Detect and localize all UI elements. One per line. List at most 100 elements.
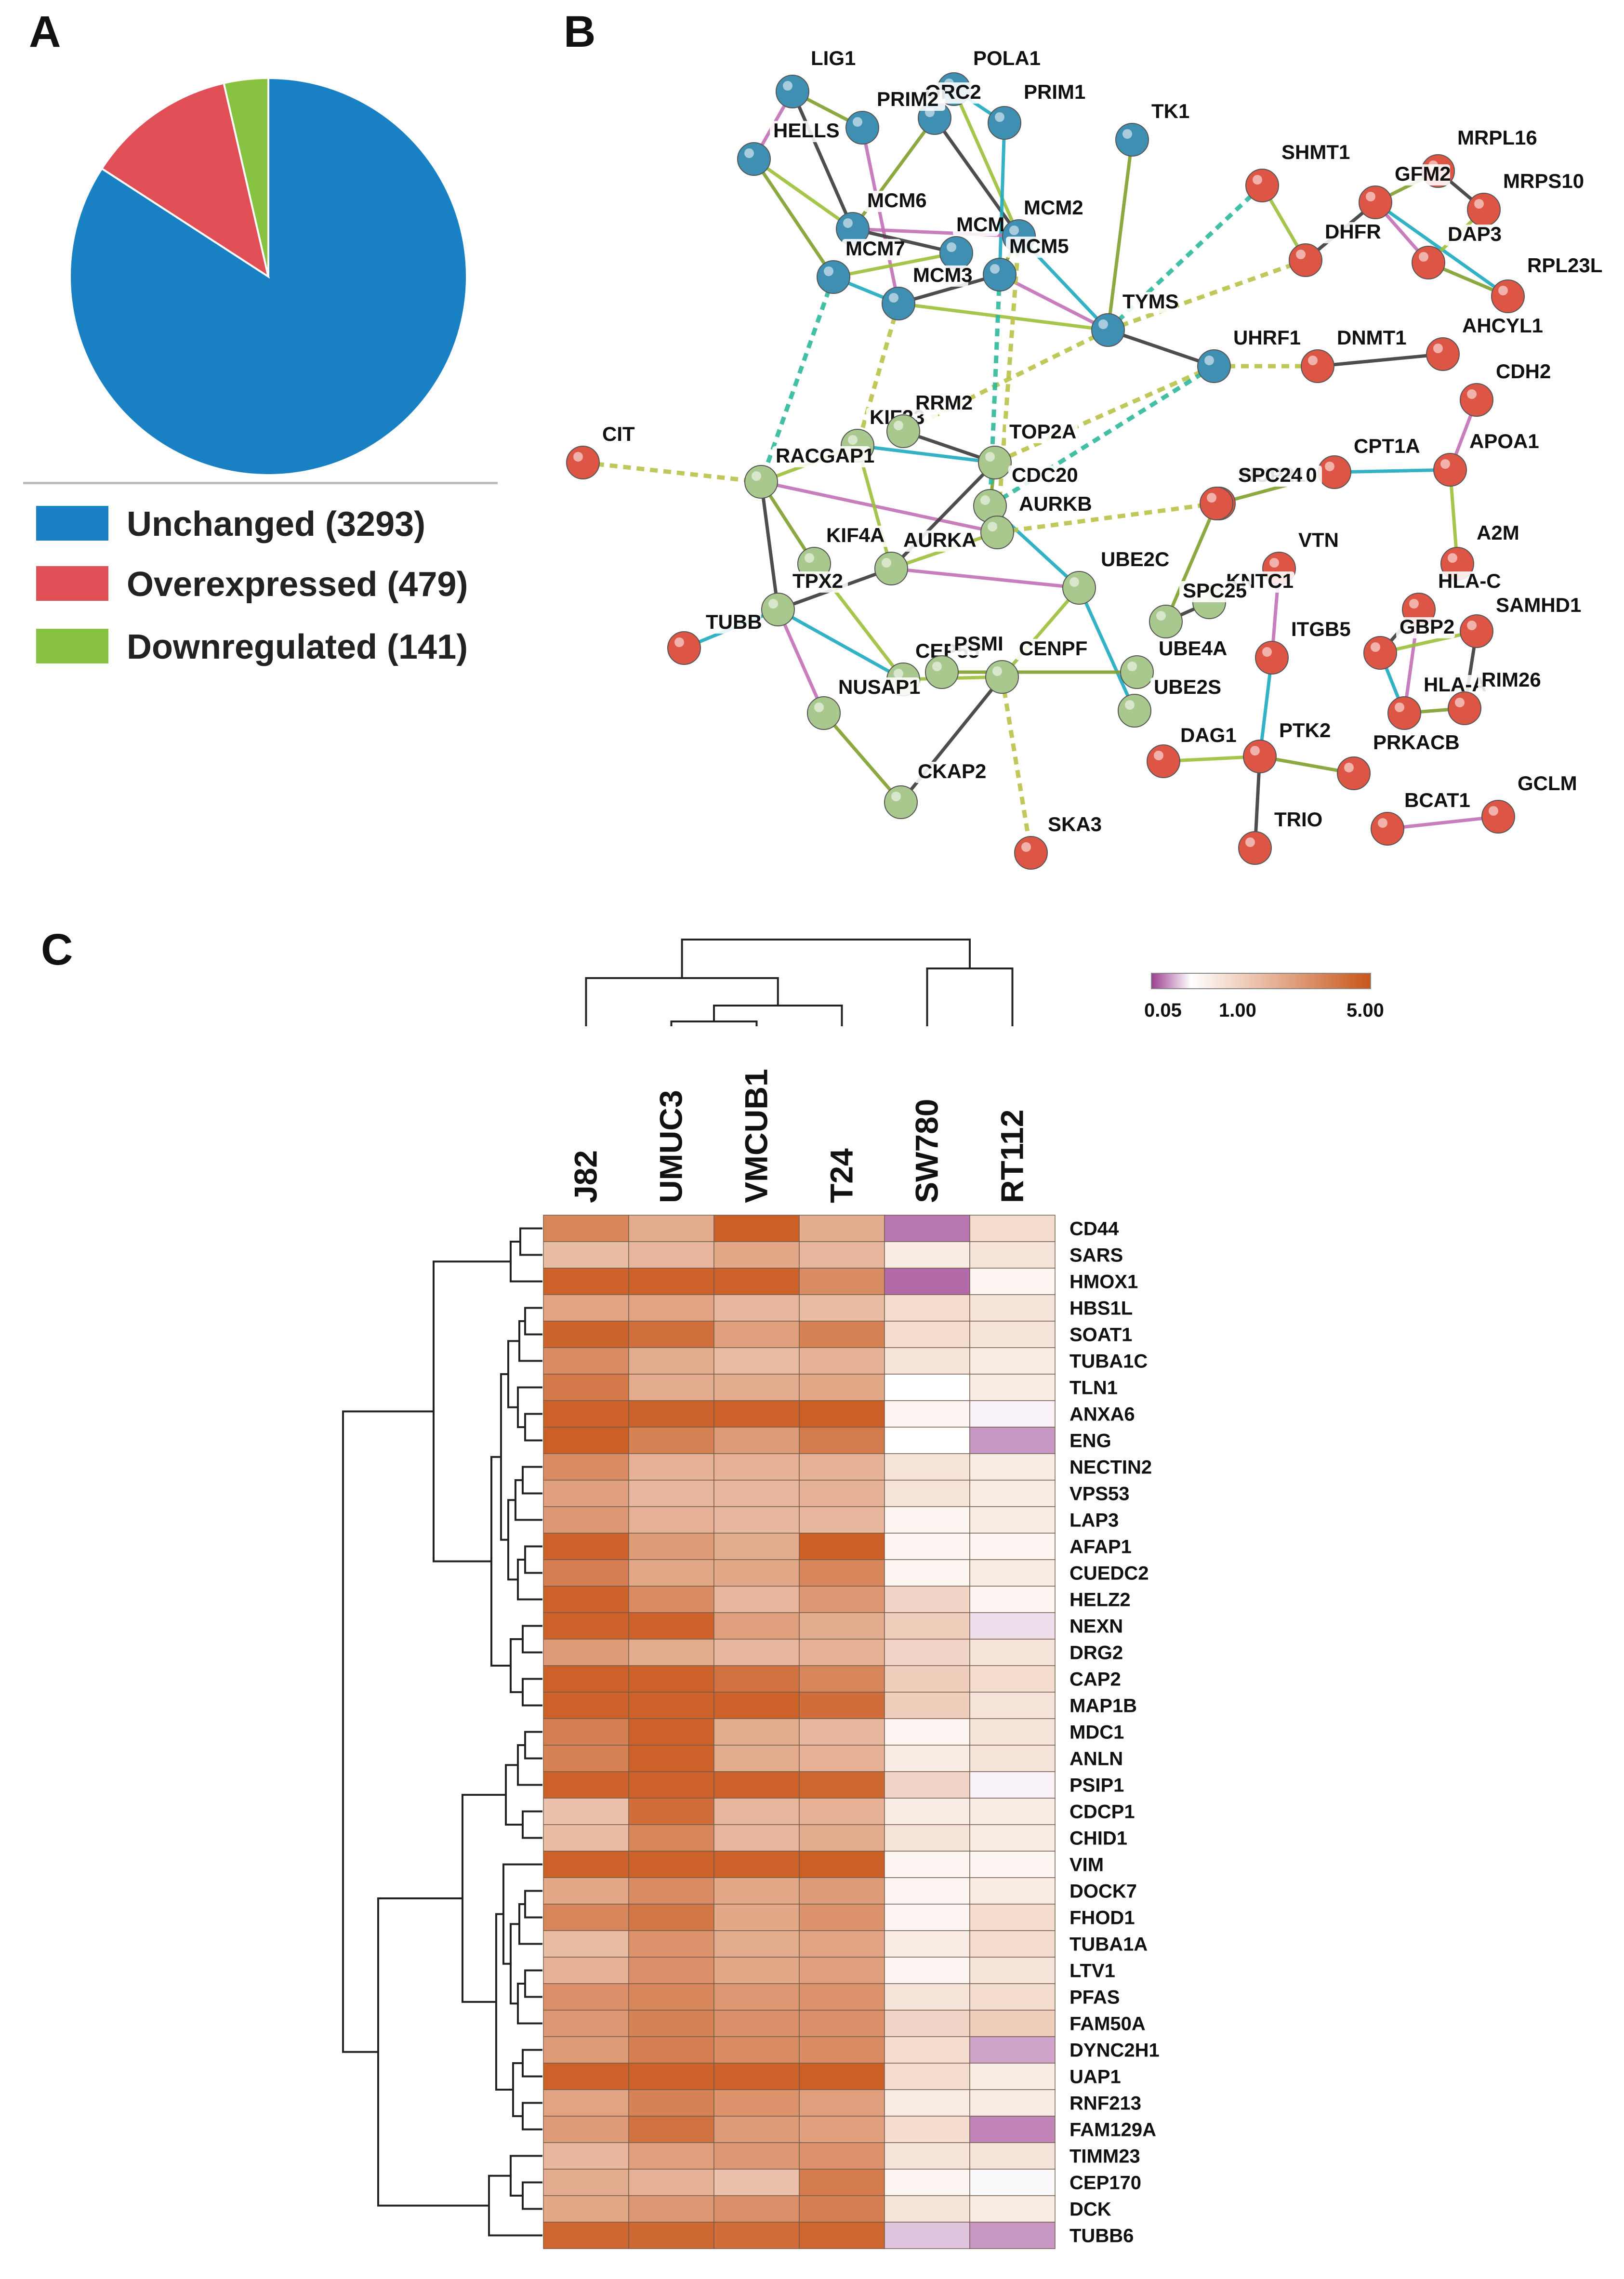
heatmap-cell-nexn-sw780 — [884, 1612, 970, 1640]
node-label-bg-aurkb — [1016, 494, 1087, 516]
heatmap-cell-chid1-sw780 — [884, 1824, 970, 1852]
heatmap-cell-cd44-umuc3 — [628, 1215, 714, 1242]
row-label-rnf213: RNF213 — [1069, 2093, 1141, 2114]
heatmap-cell-cap2-umuc3 — [628, 1665, 714, 1693]
heatmap-cell-anxa6-j82 — [543, 1400, 629, 1428]
heatmap-cell-tuba1a-vmcub1 — [713, 1930, 800, 1958]
heatmap-cell-drg2-rt112 — [969, 1639, 1056, 1666]
node-circle-gclm — [1481, 800, 1515, 834]
heatmap-cell-map1b-t24 — [799, 1692, 885, 1719]
node-circle-ube4a — [1120, 655, 1154, 689]
heatmap-cell-ltv1-j82 — [543, 1957, 629, 1984]
node-highlight-tubb — [674, 637, 684, 647]
heatmap-cell-afap1-t24 — [799, 1533, 885, 1560]
heatmap-cell-timm23-umuc3 — [628, 2142, 714, 2170]
heatmap-cell-rnf213-vmcub1 — [713, 2089, 800, 2117]
heatmap-cell-pfas-j82 — [543, 1983, 629, 2011]
node-circle-tubb — [667, 631, 701, 665]
node-circle-psmd — [925, 655, 959, 689]
node-label-bg-tyms — [1119, 292, 1178, 313]
heatmap-cell-mdc1-j82 — [543, 1718, 629, 1746]
node-label-bg-gbp2 — [1396, 617, 1455, 638]
node-label-itgb5: ITGB5 — [1291, 618, 1351, 640]
edge-hells-mcm6 — [753, 158, 854, 230]
heatmap-cell-dync2h1-vmcub1 — [713, 2036, 800, 2064]
node-mcm7: MCM7 — [817, 237, 905, 294]
node-label-apoa1: APOA1 — [1469, 430, 1539, 452]
node-label-spc24: SPC24 — [1238, 464, 1303, 486]
heatmap-cell-rnf213-rt112 — [969, 2089, 1056, 2117]
row-label-cap2: CAP2 — [1069, 1669, 1121, 1690]
heatmap-cell-fam50a-t24 — [799, 2010, 885, 2037]
heatmap-cell-pfas-sw780 — [884, 1983, 970, 2011]
heatmap-cell-mdc1-t24 — [799, 1718, 885, 1746]
node-circle-ckap2 — [884, 785, 918, 819]
node-circle-ube2s — [1118, 694, 1151, 728]
node-highlight-psmd — [932, 662, 942, 671]
heatmap-cell-dync2h1-t24 — [799, 2036, 885, 2064]
node-label-nusap1: NUSAP1 — [838, 676, 920, 698]
row-label-cdcp1: CDCP1 — [1069, 1802, 1135, 1823]
heatmap-cell-psip1-vmcub1 — [713, 1771, 800, 1799]
node-label-aurkb: AURKB — [1019, 492, 1092, 515]
heatmap-cell-ltv1-t24 — [799, 1957, 885, 1984]
edge-mcm6-mcm4 — [852, 227, 957, 255]
node-label-bg-cenpf — [1016, 639, 1087, 660]
node-highlight-cpt1a — [1325, 462, 1334, 471]
edge-bcat1-gclm — [1387, 815, 1499, 831]
heatmap-cell-fhod1-vmcub1 — [713, 1904, 800, 1931]
row-dendro-lap3 — [515, 1479, 542, 1521]
heatmap-cell-fam50a-rt112 — [969, 2010, 1056, 2037]
node-label-bg-dnmt1 — [1334, 328, 1405, 349]
node-gfm2: GFM2 — [1359, 162, 1451, 219]
node-dnmt1: DNMT1 — [1301, 326, 1407, 383]
heatmap-cell-cuedc2-j82 — [543, 1559, 629, 1587]
heatmap-cell-uap1-rt112 — [969, 2063, 1056, 2090]
node-circle-racgap1 — [744, 465, 778, 499]
node-label-cit: CIT — [602, 423, 635, 445]
node-label-bg-racgap1 — [772, 446, 870, 467]
node-label-bg-mcm7 — [842, 239, 901, 260]
node-label-bg-spc24 — [1235, 465, 1307, 487]
heatmap-cell-nectin2-umuc3 — [628, 1453, 714, 1481]
heatmap-cell-tuba1c-umuc3 — [628, 1347, 714, 1375]
col-dendro-root — [681, 939, 971, 978]
row-label-psip1: PSIP1 — [1069, 1775, 1124, 1796]
heatmap-cell-chid1-umuc3 — [628, 1824, 714, 1852]
node-cenpf: CENPF — [985, 637, 1087, 694]
node-label-uhrf1: UHRF1 — [1233, 326, 1301, 349]
row-dendro-cap2-map1b — [522, 1678, 542, 1707]
heatmap-cell-cep170-rt112 — [969, 2169, 1056, 2196]
row-label-tuba1a: TUBA1A — [1069, 1934, 1148, 1955]
edge-tpx2-cep55 — [777, 608, 904, 681]
heatmap-cell-dck-umuc3 — [628, 2195, 714, 2223]
node-trim26: RIM26 — [1448, 668, 1550, 725]
heatmap-cell-cuedc2-vmcub1 — [713, 1559, 800, 1587]
node-label-bg-gfm2 — [1391, 164, 1450, 186]
node-label-aurka: AURKA — [903, 529, 977, 551]
heatmap-cell-psip1-t24 — [799, 1771, 885, 1799]
heatmap-cell-tuba1a-umuc3 — [628, 1930, 714, 1958]
row-label-anln: ANLN — [1069, 1749, 1123, 1770]
node-ska3: SKA3 — [1014, 813, 1103, 870]
heatmap-cell-anln-j82 — [543, 1745, 629, 1772]
node-label-bg-tubb — [702, 612, 761, 634]
heatmap-cell-map1b-vmcub1 — [713, 1692, 800, 1719]
heatmap-cell-vps53-rt112 — [969, 1480, 1056, 1507]
node-circle-bcat1 — [1371, 812, 1404, 846]
node-label-bg-mcm3 — [910, 265, 968, 287]
node-highlight-ube4a — [1127, 662, 1137, 671]
node-rpl23l: RPL23L — [1491, 254, 1609, 313]
node-tk1: TK1 — [1115, 100, 1194, 157]
edge-mcm7-mcm4 — [833, 251, 957, 279]
heatmap-cell-dync2h1-sw780 — [884, 2036, 970, 2064]
node-label-bg-mcm6 — [864, 191, 923, 212]
row-label-tubb6: TUBB6 — [1069, 2226, 1134, 2247]
row-dendro-psip1 — [517, 1744, 542, 1786]
node-circle-spc24 — [1200, 487, 1233, 520]
heatmap-cell-eng-vmcub1 — [713, 1427, 800, 1454]
node-highlight-gfm2 — [1366, 192, 1375, 201]
node-ube4a: UBE4A — [1120, 637, 1227, 689]
heatmap-cell-fam129a-t24 — [799, 2116, 885, 2143]
